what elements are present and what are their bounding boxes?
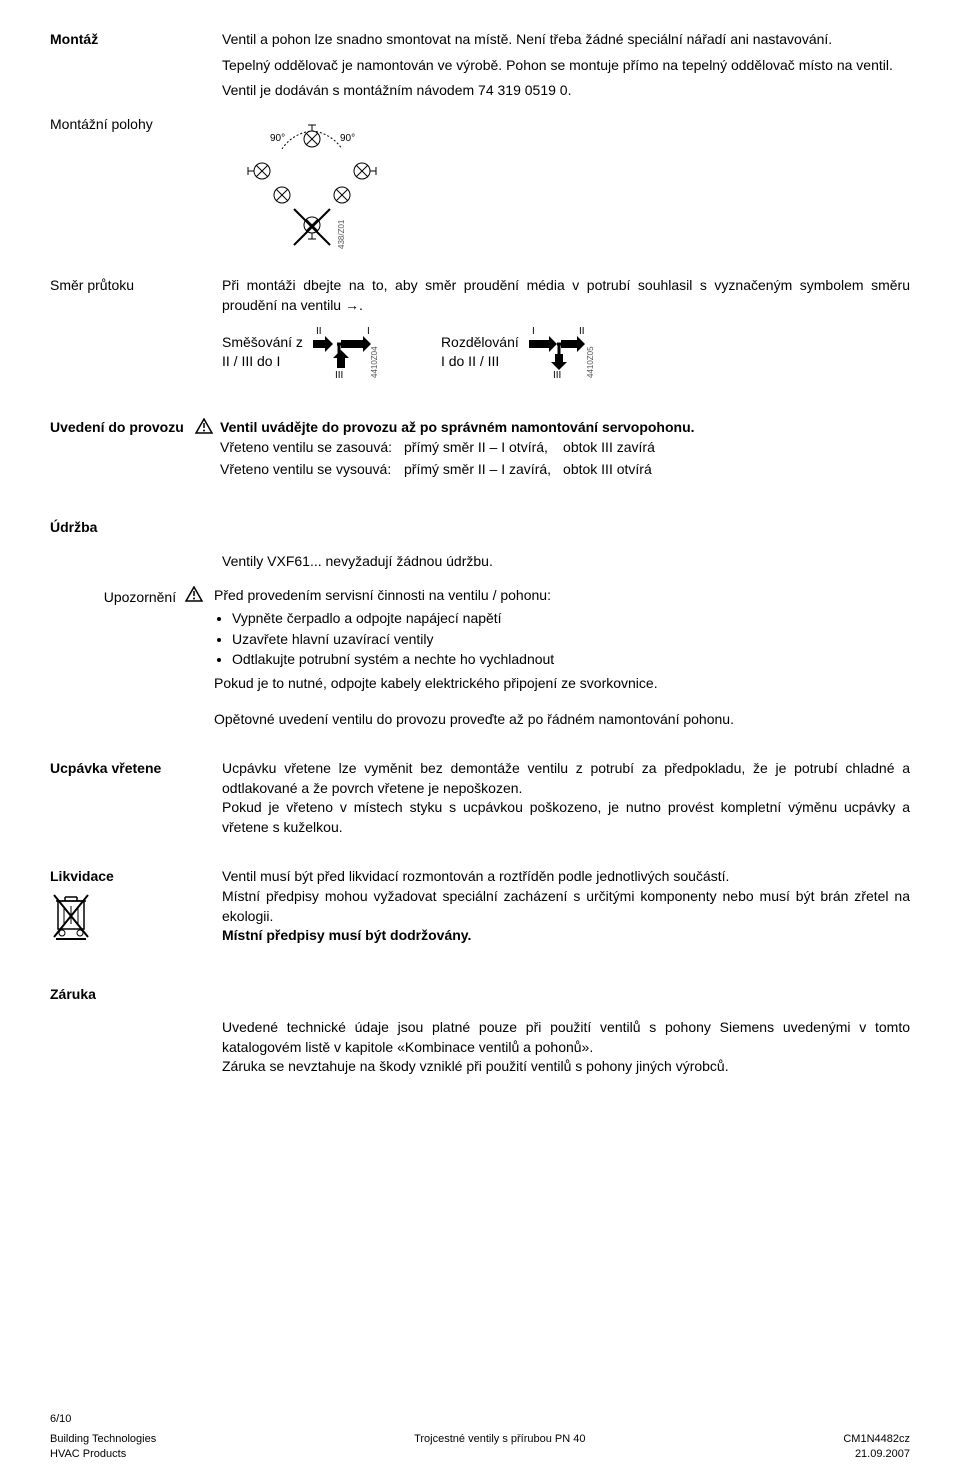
svg-text:4410Z05: 4410Z05 [586, 345, 595, 377]
uvedeni-r2c1: Vřeteno ventilu se vysouvá: [220, 459, 404, 481]
svg-text:III: III [553, 370, 561, 380]
uvedeni-r1c2: přímý směr II – I otvírá, [404, 437, 563, 459]
upozorneni-outro: Pokud je to nutné, odpojte kabely elektr… [214, 674, 910, 694]
upozorneni-intro: Před provedením servisní činnosti na ven… [214, 586, 910, 606]
upozorneni-p2: Opětovné uvedení ventilu do provozu prov… [214, 710, 910, 730]
udrzba-label: Údržba [50, 518, 222, 538]
section-montaz: Montáž Ventil a pohon lze snadno smontov… [50, 30, 910, 101]
page: Montáž Ventil a pohon lze snadno smontov… [0, 0, 960, 1475]
warning-icon-2 [184, 586, 204, 608]
zaruka-body: Uvedené technické údaje jsou platné pouz… [222, 1018, 910, 1077]
footer-right-2: 21.09.2007 [843, 1447, 910, 1461]
uvedeni-r2c3: obtok III otvírá [563, 459, 667, 481]
section-ucpavka: Ucpávka vřetene Ucpávku vřetene lze vymě… [50, 759, 910, 837]
uvedeni-table: Vřeteno ventilu se zasouvá: přímý směr I… [220, 437, 667, 480]
svg-text:III: III [335, 370, 343, 380]
svg-text:I: I [532, 326, 535, 337]
montaz-p3: Ventil je dodáván s montážním návodem 74… [222, 81, 910, 101]
likvidace-body: Ventil musí být před likvidací rozmontov… [222, 867, 910, 946]
zaruka-label: Záruka [50, 985, 222, 1005]
mounting-positions-diagram: 90° 90° [222, 121, 910, 257]
page-number: 6/10 [50, 1412, 71, 1427]
mounting-diagram-svg: 90° 90° [222, 121, 402, 251]
split-label-b: I do II / III [441, 352, 519, 370]
section-smer-prutoku: Směr průtoku Při montáži dbejte na to, a… [50, 276, 910, 379]
footer-center: Trojcestné ventily s přírubou PN 40 [156, 1432, 843, 1447]
section-zaruka-label: Záruka [50, 985, 910, 1005]
likvidace-p1: Ventil musí být před likvidací rozmontov… [222, 867, 910, 887]
upozorneni-b1: Vypněte čerpadlo a odpojte napájecí napě… [232, 609, 910, 629]
footer-right-1: CM1N4482cz [843, 1432, 910, 1446]
uvedeni-warn: Ventil uvádějte do provozu až po správné… [220, 418, 910, 438]
svg-text:II: II [579, 326, 585, 337]
section-udrzba-label: Údržba [50, 518, 910, 538]
mixing-icon: II I III 4410Z04 [313, 324, 381, 380]
uvedeni-body: Ventil uvádějte do provozu až po správné… [222, 418, 910, 481]
footer-left-2: HVAC Products [50, 1447, 156, 1461]
zaruka-p2: Záruka se nevztahuje na škody vzniklé př… [222, 1057, 910, 1077]
upozorneni-body: Před provedením servisní činnosti na ven… [214, 586, 910, 730]
upozorneni-b3: Odtlakujte potrubní systém a nechte ho v… [232, 650, 910, 670]
zaruka-p1: Uvedené technické údaje jsou platné pouz… [222, 1018, 910, 1057]
mix-label-b: II / III do I [222, 352, 303, 370]
angle-left-text: 90° [270, 133, 285, 144]
smer-prutoku-body: Při montáži dbejte na to, aby směr proud… [222, 276, 910, 379]
upozorneni-b2: Uzavřete hlavní uzavírací ventily [232, 630, 910, 650]
splitting-block: Rozdělování I do II / III I II III 4410Z… [441, 324, 597, 380]
smer-prutoku-p1: Při montáži dbejte na to, aby směr proud… [222, 276, 910, 315]
montaz-label: Montáž [50, 30, 222, 101]
montazni-polohy-label: Montážní polohy [50, 115, 222, 263]
smer-prutoku-label: Směr průtoku [50, 276, 222, 379]
mix-split-row: Směšování z II / III do I II I III 4410Z… [222, 324, 910, 380]
section-zaruka: Uvedené technické údaje jsou platné pouz… [50, 1018, 910, 1077]
udrzba-p1: Ventily VXF61... nevyžadují žádnou údržb… [222, 552, 910, 572]
section-upozorneni: Upozornění Před provedením servisní činn… [50, 586, 910, 730]
montaz-p2: Tepelný oddělovač je namontován ve výrob… [222, 56, 910, 76]
mix-label-a: Směšování z [222, 333, 303, 351]
trash-icon [50, 891, 210, 947]
upozorneni-list: Vypněte čerpadlo a odpojte napájecí napě… [232, 609, 910, 670]
footer-left-1: Building Technologies [50, 1432, 156, 1446]
montaz-p1: Ventil a pohon lze snadno smontovat na m… [222, 30, 910, 50]
likvidace-p2: Místní předpisy mohou vyžadovat speciáln… [222, 887, 910, 926]
svg-text:I: I [367, 326, 370, 337]
angle-right-text: 90° [340, 133, 355, 144]
uvedeni-r1c1: Vřeteno ventilu se zasouvá: [220, 437, 404, 459]
ucpavka-body: Ucpávku vřetene lze vyměnit bez demontáž… [222, 759, 910, 837]
upozorneni-label: Upozornění [104, 589, 176, 605]
svg-text:II: II [316, 326, 322, 337]
section-uvedeni: Uvedení do provozu Ventil uvádějte do pr… [50, 418, 910, 481]
section-montazni-polohy: Montážní polohy 90° 90° [50, 115, 910, 263]
ucpavka-p1: Ucpávku vřetene lze vyměnit bez demontáž… [222, 759, 910, 798]
footer: Building Technologies HVAC Products Troj… [50, 1432, 910, 1461]
likvidace-label: Likvidace [50, 867, 222, 946]
mixing-block: Směšování z II / III do I II I III 4410Z… [222, 324, 381, 380]
ucpavka-p2: Pokud je vřeteno v místech styku s ucpáv… [222, 798, 910, 837]
svg-text:4410Z04: 4410Z04 [370, 345, 379, 377]
uvedeni-r2c2: přímý směr II – I zavírá, [404, 459, 563, 481]
warning-icon [194, 418, 214, 440]
section-udrzba: Ventily VXF61... nevyžadují žádnou údržb… [50, 552, 910, 572]
section-likvidace: Likvidace [50, 867, 910, 946]
likvidace-p3: Místní předpisy musí být dodržovány. [222, 926, 910, 946]
uvedeni-r1c3: obtok III zavírá [563, 437, 667, 459]
ucpavka-label: Ucpávka vřetene [50, 759, 222, 837]
split-label-a: Rozdělování [441, 333, 519, 351]
splitting-icon: I II III 4410Z05 [529, 324, 597, 380]
diagram-tag: 438/Z01 [337, 219, 346, 249]
montaz-body: Ventil a pohon lze snadno smontovat na m… [222, 30, 910, 101]
